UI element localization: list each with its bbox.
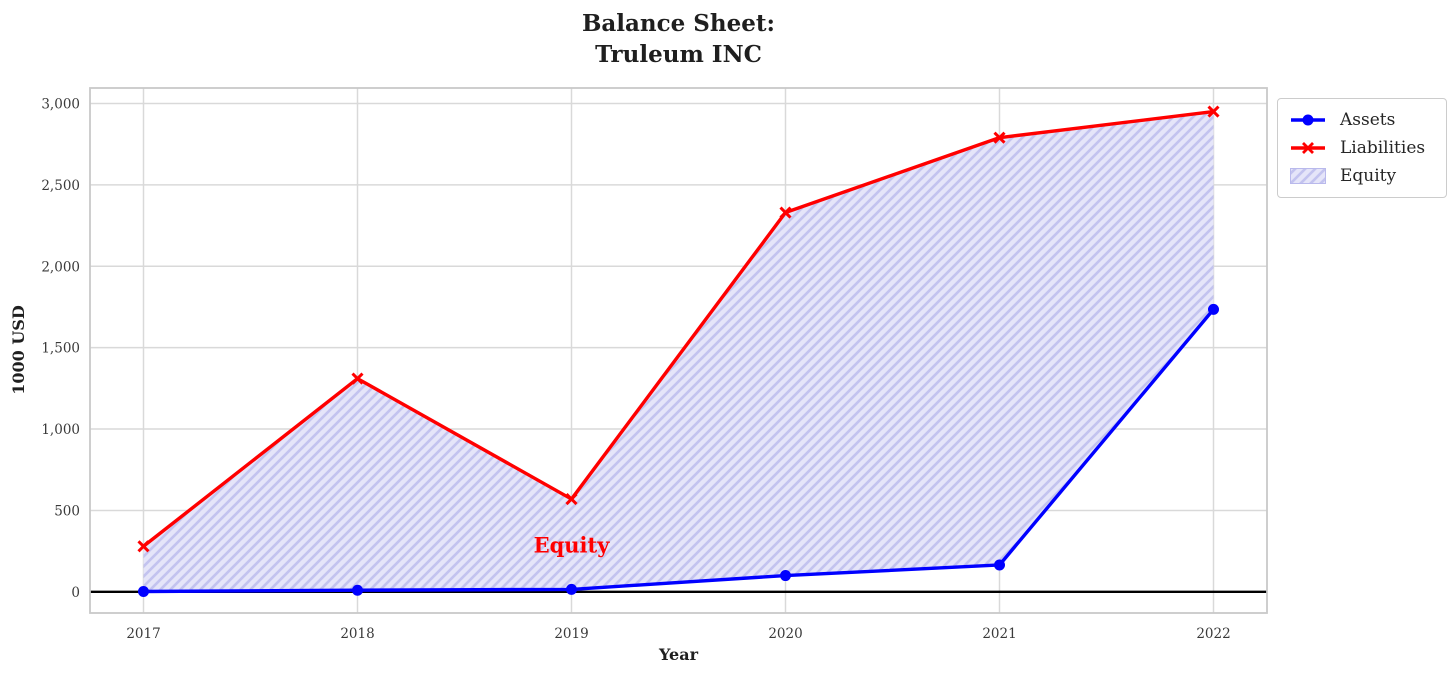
svg-text:2021: 2021 xyxy=(982,626,1016,642)
chart-title: Balance Sheet: Truleum INC xyxy=(581,10,776,68)
liabilities-line-swatch xyxy=(1291,142,1325,154)
svg-text:2,500: 2,500 xyxy=(41,178,80,194)
svg-text:2022: 2022 xyxy=(1196,626,1230,642)
legend: Assets Liabilities Equity xyxy=(1277,98,1447,198)
svg-text:3,000: 3,000 xyxy=(41,96,80,112)
svg-text:2017: 2017 xyxy=(126,626,160,642)
x-axis-label: Year xyxy=(658,645,698,664)
svg-text:2020: 2020 xyxy=(768,626,802,642)
svg-text:0: 0 xyxy=(71,585,80,601)
legend-label-equity: Equity xyxy=(1340,166,1397,186)
legend-item-liabilities: Liabilities xyxy=(1288,134,1436,162)
legend-item-equity: Equity xyxy=(1288,162,1436,190)
svg-text:2018: 2018 xyxy=(340,626,374,642)
svg-text:1,000: 1,000 xyxy=(41,422,80,438)
svg-text:2,000: 2,000 xyxy=(41,259,80,275)
equity-annotation: Equity xyxy=(533,532,610,558)
svg-text:1,500: 1,500 xyxy=(41,341,80,357)
legend-item-assets: Assets xyxy=(1288,106,1436,134)
equity-patch-swatch xyxy=(1290,168,1326,184)
legend-label-assets: Assets xyxy=(1340,110,1396,130)
assets-line-swatch xyxy=(1291,114,1325,126)
svg-text:500: 500 xyxy=(54,503,80,519)
legend-label-liabilities: Liabilities xyxy=(1340,138,1426,158)
svg-text:2019: 2019 xyxy=(554,626,588,642)
